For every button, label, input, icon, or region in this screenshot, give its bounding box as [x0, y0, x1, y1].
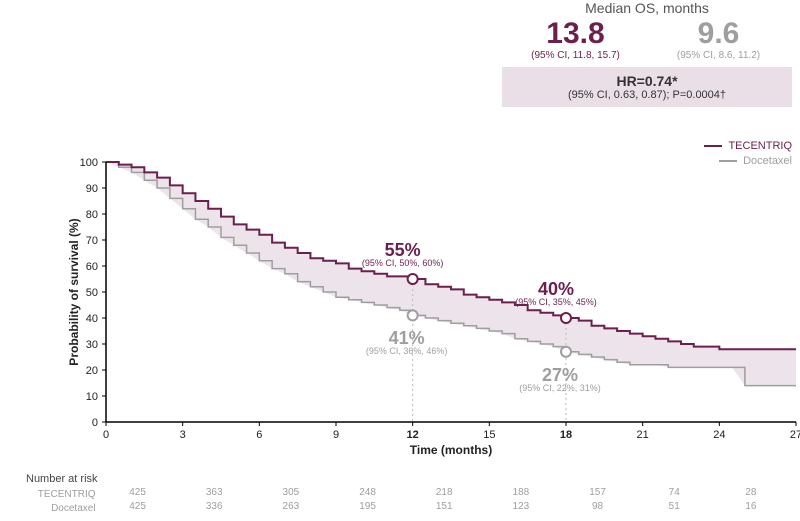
risk-cell: 157: [578, 487, 618, 498]
risk-cell: 218: [424, 487, 464, 498]
risk-table-title: Number at risk: [26, 473, 786, 485]
number-at-risk-table: Number at risk TECENTRIQ 425 363 305 248 218 1…: [26, 473, 786, 515]
median-os-tecentriq: 13.8 (95% CI, 11.8, 15.7): [508, 18, 643, 61]
annotation-marker: [408, 310, 418, 320]
x-tick-label: 18: [560, 429, 572, 441]
y-tick-label: 30: [86, 339, 98, 351]
risk-cell: 74: [654, 487, 694, 498]
risk-cell: 195: [348, 501, 388, 512]
y-tick-label: 70: [86, 235, 98, 247]
risk-table-row: Docetaxel 425 336 263 195 151 123 98 51 16: [26, 501, 786, 515]
x-axis-label: Time (months): [410, 443, 492, 457]
y-tick-label: 10: [86, 391, 98, 403]
x-tick-label: 0: [103, 429, 109, 441]
risk-table-row: TECENTRIQ42536330524821818815774281: [26, 487, 786, 501]
median-os-tecentriq-value: 13.8: [508, 18, 643, 50]
x-tick-label: 24: [713, 429, 725, 441]
hazard-ratio-detail: (95% CI, 0.63, 0.87); P=0.0004†: [510, 89, 784, 101]
risk-cell: 425: [118, 487, 158, 498]
risk-cell: 28: [731, 487, 771, 498]
annotation-marker: [561, 313, 571, 323]
survival-chart: 0 10 20 30 40 50 60 70 80 90 100 0 3 6 9 12 15 18 21 24 27 Ti…: [70, 158, 800, 458]
annotation-marker: [561, 347, 571, 357]
risk-cell: 425: [118, 501, 158, 512]
legend-item-tecentriq: TECENTRIQ: [672, 140, 792, 152]
y-tick-label: 40: [86, 313, 98, 325]
y-axis-label: Probability of survival (%): [67, 218, 81, 365]
x-tick-label: 3: [180, 429, 186, 441]
x-tick-label: 12: [407, 429, 419, 441]
x-tick-label: 21: [637, 429, 649, 441]
risk-cell: 263: [271, 501, 311, 512]
legend-label-tecentriq: TECENTRIQ: [728, 140, 792, 152]
risk-cell: 123: [501, 501, 541, 512]
x-tick-label: 27: [790, 429, 800, 441]
y-tick-label: 60: [86, 261, 98, 273]
annotation-marker: [408, 274, 418, 284]
risk-cell: 51: [654, 501, 694, 512]
median-os-title: Median OS, months: [502, 0, 792, 16]
risk-cell: 98: [578, 501, 618, 512]
y-tick-label: 80: [86, 209, 98, 221]
risk-cell: 16: [731, 501, 771, 512]
median-os-tecentriq-ci: (95% CI, 11.8, 15.7): [508, 50, 643, 61]
risk-cell: 248: [348, 487, 388, 498]
y-tick-label: 50: [86, 287, 98, 299]
x-tick-label: 6: [256, 429, 262, 441]
risk-cell: 363: [194, 487, 234, 498]
median-os-values: 13.8 (95% CI, 11.8, 15.7) 9.6 (95% CI, 8…: [502, 18, 792, 61]
legend-swatch-tecentriq: [704, 145, 722, 147]
median-os-docetaxel: 9.6 (95% CI, 8.6, 11.2): [651, 18, 786, 61]
median-os-docetaxel-value: 9.6: [651, 18, 786, 50]
risk-row-label: TECENTRIQ: [26, 489, 102, 500]
risk-cell: 151: [424, 501, 464, 512]
y-tick-label: 90: [86, 183, 98, 195]
y-tick-label: 20: [86, 365, 98, 377]
median-os-panel: Median OS, months 13.8 (95% CI, 11.8, 15…: [502, 0, 792, 107]
x-tick-label: 9: [333, 429, 339, 441]
hazard-ratio-box: HR=0.74* (95% CI, 0.63, 0.87); P=0.0004†: [502, 67, 792, 107]
hazard-ratio-value: HR=0.74*: [510, 73, 784, 89]
x-tick-label: 15: [483, 429, 495, 441]
y-tick-label: 0: [92, 417, 98, 429]
y-tick-label: 100: [80, 157, 98, 169]
area-between-curves: [106, 162, 796, 386]
risk-cell: 305: [271, 487, 311, 498]
median-os-docetaxel-ci: (95% CI, 8.6, 11.2): [651, 50, 786, 61]
risk-cell: 188: [501, 487, 541, 498]
risk-row-label: Docetaxel: [26, 503, 102, 514]
risk-cell: 336: [194, 501, 234, 512]
